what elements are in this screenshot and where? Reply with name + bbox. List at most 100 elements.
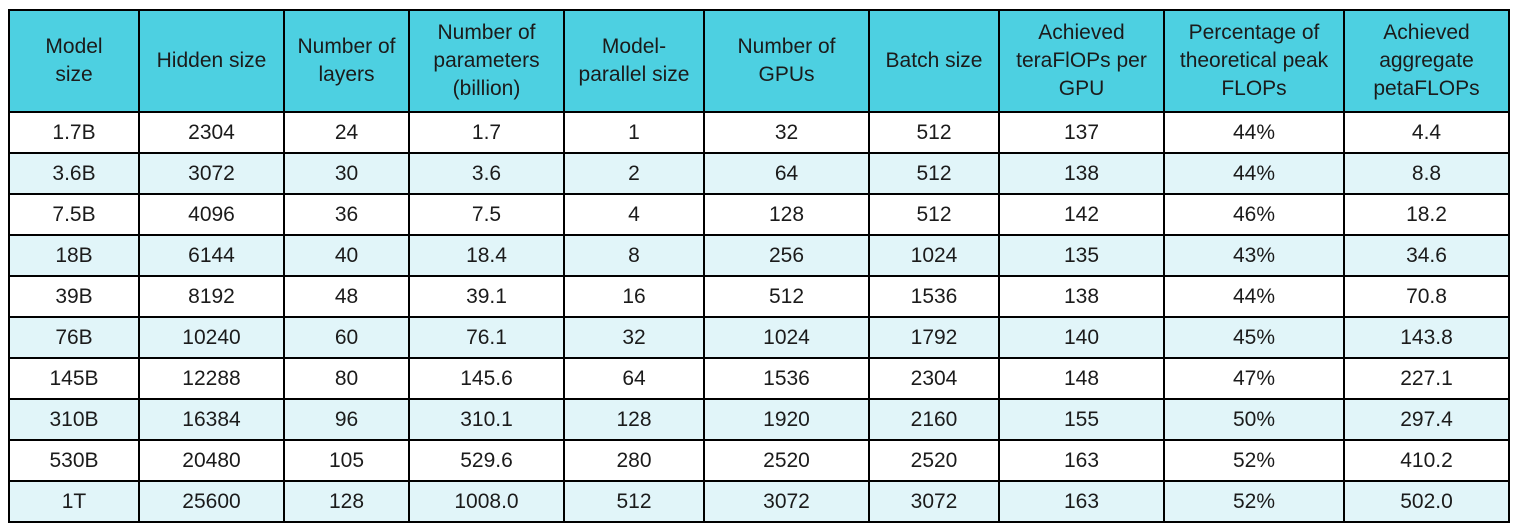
table-cell: 18B: [8, 234, 140, 277]
table-cell: 20480: [138, 439, 285, 482]
model-scaling-performance-table: Model size Hidden size Number of layers Num…: [8, 9, 1510, 523]
table-row: 76B 10240 60 76.1 32 1024 1792 140 45% 143.8: [8, 316, 1510, 359]
table-cell: 96: [283, 398, 410, 441]
column-header: Percentage of theoretical peak FLOPs: [1163, 9, 1345, 113]
table-header: Model size Hidden size Number of layers Num…: [8, 9, 1510, 113]
table-row: 3.6B 3072 30 3.6 2 64 512 138 44% 8.8: [8, 152, 1510, 195]
table-cell: 3.6: [408, 152, 565, 195]
table-cell: 64: [563, 357, 705, 400]
table-cell: 52%: [1163, 480, 1345, 523]
table-cell: 512: [563, 480, 705, 523]
table-cell: 2304: [138, 111, 285, 154]
table-cell: 39B: [8, 275, 140, 318]
table-cell: 8.8: [1343, 152, 1510, 195]
table-cell: 297.4: [1343, 398, 1510, 441]
table-cell: 512: [868, 193, 1000, 236]
column-header: Achieved teraFlOPs per GPU: [998, 9, 1165, 113]
column-header: Number of layers: [283, 9, 410, 113]
table-cell: 47%: [1163, 357, 1345, 400]
table-cell: 529.6: [408, 439, 565, 482]
table-cell: 310.1: [408, 398, 565, 441]
table-cell: 256: [703, 234, 870, 277]
table-cell: 70.8: [1343, 275, 1510, 318]
table-cell: 16: [563, 275, 705, 318]
table-cell: 138: [998, 152, 1165, 195]
column-header: Number of parameters (billion): [408, 9, 565, 113]
table-cell: 8: [563, 234, 705, 277]
table-cell: 530B: [8, 439, 140, 482]
table-cell: 2520: [703, 439, 870, 482]
table-cell: 128: [283, 480, 410, 523]
table-cell: 1: [563, 111, 705, 154]
table-cell: 34.6: [1343, 234, 1510, 277]
table-cell: 6144: [138, 234, 285, 277]
table-cell: 36: [283, 193, 410, 236]
table-cell: 1.7B: [8, 111, 140, 154]
table-cell: 2304: [868, 357, 1000, 400]
table-cell: 24: [283, 111, 410, 154]
table-cell: 32: [563, 316, 705, 359]
table-cell: 128: [563, 398, 705, 441]
table-cell: 2520: [868, 439, 1000, 482]
table-cell: 16384: [138, 398, 285, 441]
table-cell: 44%: [1163, 111, 1345, 154]
table-cell: 30: [283, 152, 410, 195]
table-cell: 7.5: [408, 193, 565, 236]
header-row: Model size Hidden size Number of layers Num…: [8, 9, 1510, 113]
table-cell: 2160: [868, 398, 1000, 441]
table-cell: 43%: [1163, 234, 1345, 277]
table-cell: 512: [868, 152, 1000, 195]
table-cell: 145.6: [408, 357, 565, 400]
table-cell: 18.2: [1343, 193, 1510, 236]
table-cell: 44%: [1163, 275, 1345, 318]
table-cell: 148: [998, 357, 1165, 400]
table-cell: 105: [283, 439, 410, 482]
table-row: 7.5B 4096 36 7.5 4 128 512 142 46% 18.2: [8, 193, 1510, 236]
table-cell: 1024: [868, 234, 1000, 277]
table-cell: 140: [998, 316, 1165, 359]
table-cell: 138: [998, 275, 1165, 318]
table-cell: 3072: [868, 480, 1000, 523]
table-cell: 3.6B: [8, 152, 140, 195]
column-header: Model size: [8, 9, 140, 113]
table-cell: 1T: [8, 480, 140, 523]
table-cell: 3072: [138, 152, 285, 195]
table-cell: 502.0: [1343, 480, 1510, 523]
table-cell: 280: [563, 439, 705, 482]
table-row: 310B 16384 96 310.1 128 1920 2160 155 50% 297.4: [8, 398, 1510, 441]
column-header: Achieved aggregate petaFLOPs: [1343, 9, 1510, 113]
table-row: 530B 20480 105 529.6 280 2520 2520 163 52% 410.2: [8, 439, 1510, 482]
table-cell: 8192: [138, 275, 285, 318]
table-cell: 310B: [8, 398, 140, 441]
table-cell: 512: [868, 111, 1000, 154]
table-cell: 4096: [138, 193, 285, 236]
table-cell: 64: [703, 152, 870, 195]
table-cell: 2: [563, 152, 705, 195]
column-header: Number of GPUs: [703, 9, 870, 113]
table-cell: 32: [703, 111, 870, 154]
table-cell: 1008.0: [408, 480, 565, 523]
table-cell: 25600: [138, 480, 285, 523]
table-row: 18B 6144 40 18.4 8 256 1024 135 43% 34.6: [8, 234, 1510, 277]
table-cell: 76B: [8, 316, 140, 359]
table-cell: 142: [998, 193, 1165, 236]
table-cell: 44%: [1163, 152, 1345, 195]
table-row: 1T 25600 128 1008.0 512 3072 3072 163 52% 502.0: [8, 480, 1510, 523]
table-cell: 1024: [703, 316, 870, 359]
table-cell: 1536: [703, 357, 870, 400]
table-cell: 3072: [703, 480, 870, 523]
table-cell: 1536: [868, 275, 1000, 318]
table-cell: 1.7: [408, 111, 565, 154]
table-cell: 18.4: [408, 234, 565, 277]
table-cell: 128: [703, 193, 870, 236]
table-cell: 143.8: [1343, 316, 1510, 359]
table-cell: 60: [283, 316, 410, 359]
table-cell: 155: [998, 398, 1165, 441]
table-row: 145B 12288 80 145.6 64 1536 2304 148 47% 227.1: [8, 357, 1510, 400]
table-cell: 135: [998, 234, 1165, 277]
table-cell: 163: [998, 439, 1165, 482]
table-cell: 512: [703, 275, 870, 318]
table-cell: 4.4: [1343, 111, 1510, 154]
table-cell: 163: [998, 480, 1165, 523]
